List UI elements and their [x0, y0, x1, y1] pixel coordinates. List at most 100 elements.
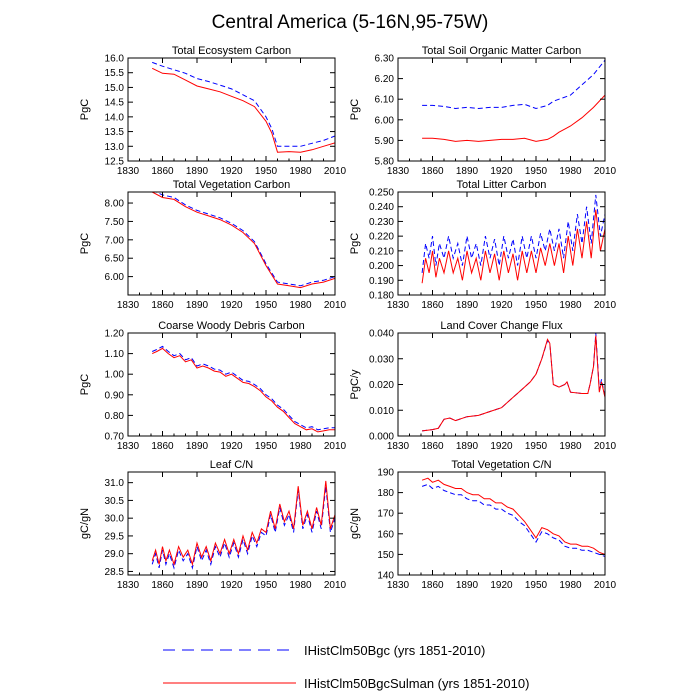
y-tick-label: 30.5	[105, 496, 125, 507]
y-tick-label: 30.0	[105, 514, 125, 525]
panel-title: Total Vegetation Carbon	[173, 179, 290, 191]
y-axis-label: gC/gN	[349, 508, 361, 539]
x-tick-label: 1860	[151, 580, 174, 591]
y-tick-label: 14.0	[105, 112, 125, 123]
x-tick-label: 1920	[220, 166, 243, 177]
x-tick-label: 1950	[525, 166, 548, 177]
x-tick-label: 1920	[220, 441, 243, 452]
y-tick-label: 6.10	[375, 95, 395, 106]
y-tick-label: 13.5	[105, 127, 125, 138]
y-tick-label: 5.80	[375, 157, 395, 168]
x-tick-label: 1920	[490, 300, 513, 311]
y-tick-label: 0.030	[369, 354, 394, 365]
panel-title: Total Vegetation C/N	[451, 459, 551, 471]
y-tick-label: 150	[377, 550, 394, 561]
y-tick-label: 0.250	[369, 188, 394, 199]
x-tick-label: 1950	[255, 580, 278, 591]
x-tick-label: 1860	[421, 300, 444, 311]
series-line-ihistclm50bgcsulman	[421, 477, 605, 555]
x-tick-label: 1890	[456, 300, 479, 311]
y-tick-label: 1.10	[105, 349, 125, 360]
y-tick-label: 6.20	[375, 74, 395, 85]
y-tick-label: 6.50	[105, 254, 125, 265]
x-tick-label: 1980	[559, 166, 582, 177]
x-tick-label: 2010	[594, 441, 617, 452]
y-tick-label: 6.30	[375, 54, 395, 65]
x-tick-label: 1890	[456, 580, 479, 591]
y-tick-label: 29.0	[105, 549, 125, 560]
plot-area	[151, 345, 335, 433]
x-tick-label: 1860	[421, 441, 444, 452]
x-tick-label: 2010	[324, 166, 347, 177]
y-tick-label: 6.00	[105, 272, 125, 283]
x-tick-label: 1830	[117, 441, 140, 452]
y-axis-label: gC/gN	[79, 508, 91, 539]
legend-label-ihistclm50bgcsulman: IHistClm50BgcSulman (yrs 1851-2010)	[304, 676, 529, 691]
y-tick-label: 1.20	[105, 329, 125, 340]
y-tick-label: 190	[377, 468, 394, 479]
x-tick-label: 1950	[255, 441, 278, 452]
x-tick-label: 2010	[324, 300, 347, 311]
x-tick-label: 1950	[255, 300, 278, 311]
y-tick-label: 0.210	[369, 246, 394, 257]
x-tick-label: 1920	[490, 166, 513, 177]
panel-title: Leaf C/N	[210, 459, 253, 471]
series-line-ihistclm50bgcsulman	[151, 347, 335, 433]
y-tick-label: 31.0	[105, 478, 125, 489]
legend-label-ihistclm50bgc: IHistClm50Bgc (yrs 1851-2010)	[304, 643, 485, 658]
plot-area	[422, 333, 605, 432]
y-tick-label: 28.5	[105, 567, 125, 578]
x-tick-label: 1830	[387, 580, 410, 591]
x-tick-label: 1950	[525, 300, 548, 311]
y-tick-label: 1.00	[105, 370, 125, 381]
y-tick-label: 15.0	[105, 83, 125, 94]
x-tick-label: 1980	[559, 580, 582, 591]
plot-area	[151, 480, 335, 570]
x-tick-label: 1830	[387, 300, 410, 311]
plot-frame	[127, 332, 336, 437]
panel-title: Total Soil Organic Matter Carbon	[422, 45, 582, 57]
panel-title: Total Ecosystem Carbon	[172, 45, 291, 57]
y-tick-label: 15.5	[105, 68, 125, 79]
y-tick-label: 0.000	[369, 432, 394, 443]
y-tick-label: 0.010	[369, 406, 394, 417]
legend: IHistClm50Bgc (yrs 1851-2010) IHistClm50…	[163, 643, 529, 691]
y-tick-label: 0.190	[369, 276, 394, 287]
y-tick-label: 5.90	[375, 136, 395, 147]
plot-area	[151, 61, 335, 153]
y-tick-label: 6.00	[375, 115, 395, 126]
x-tick-label: 1830	[117, 580, 140, 591]
y-axis-label: PgC/y	[349, 369, 361, 399]
y-tick-label: 0.90	[105, 390, 125, 401]
x-tick-label: 1950	[255, 166, 278, 177]
x-tick-label: 1890	[186, 300, 209, 311]
series-line-ihistclm50bgc	[151, 486, 335, 570]
plot-area	[421, 477, 605, 557]
x-tick-label: 1860	[421, 166, 444, 177]
x-tick-label: 1830	[387, 441, 410, 452]
y-tick-label: 14.5	[105, 98, 125, 109]
x-tick-label: 1920	[490, 580, 513, 591]
y-tick-label: 0.240	[369, 202, 394, 213]
plot-frame	[397, 332, 606, 437]
y-axis-label: PgC	[349, 233, 361, 254]
y-tick-label: 0.230	[369, 217, 394, 228]
x-tick-label: 1890	[186, 580, 209, 591]
x-tick-label: 2010	[594, 300, 617, 311]
x-tick-label: 1980	[289, 166, 312, 177]
y-tick-label: 7.50	[105, 217, 125, 228]
y-tick-label: 0.200	[369, 261, 394, 272]
panel-total-soil-organic-matter-carbon: Total Soil Organic Matter Carbon PgC 1830 1…	[349, 45, 617, 177]
x-tick-label: 1830	[117, 166, 140, 177]
y-axis-label: PgC	[79, 99, 91, 120]
y-tick-label: 0.020	[369, 380, 394, 391]
series-line-ihistclm50bgc	[152, 61, 335, 147]
x-tick-label: 1860	[151, 441, 174, 452]
y-tick-label: 140	[377, 571, 394, 582]
plot-area	[151, 192, 335, 289]
x-tick-label: 1980	[289, 441, 312, 452]
x-tick-label: 1920	[220, 300, 243, 311]
plot-frame	[397, 57, 606, 162]
chart-panels: Total Ecosystem Carbon PgC 1830 1860 1890 192…	[79, 45, 617, 591]
x-tick-label: 1950	[525, 441, 548, 452]
